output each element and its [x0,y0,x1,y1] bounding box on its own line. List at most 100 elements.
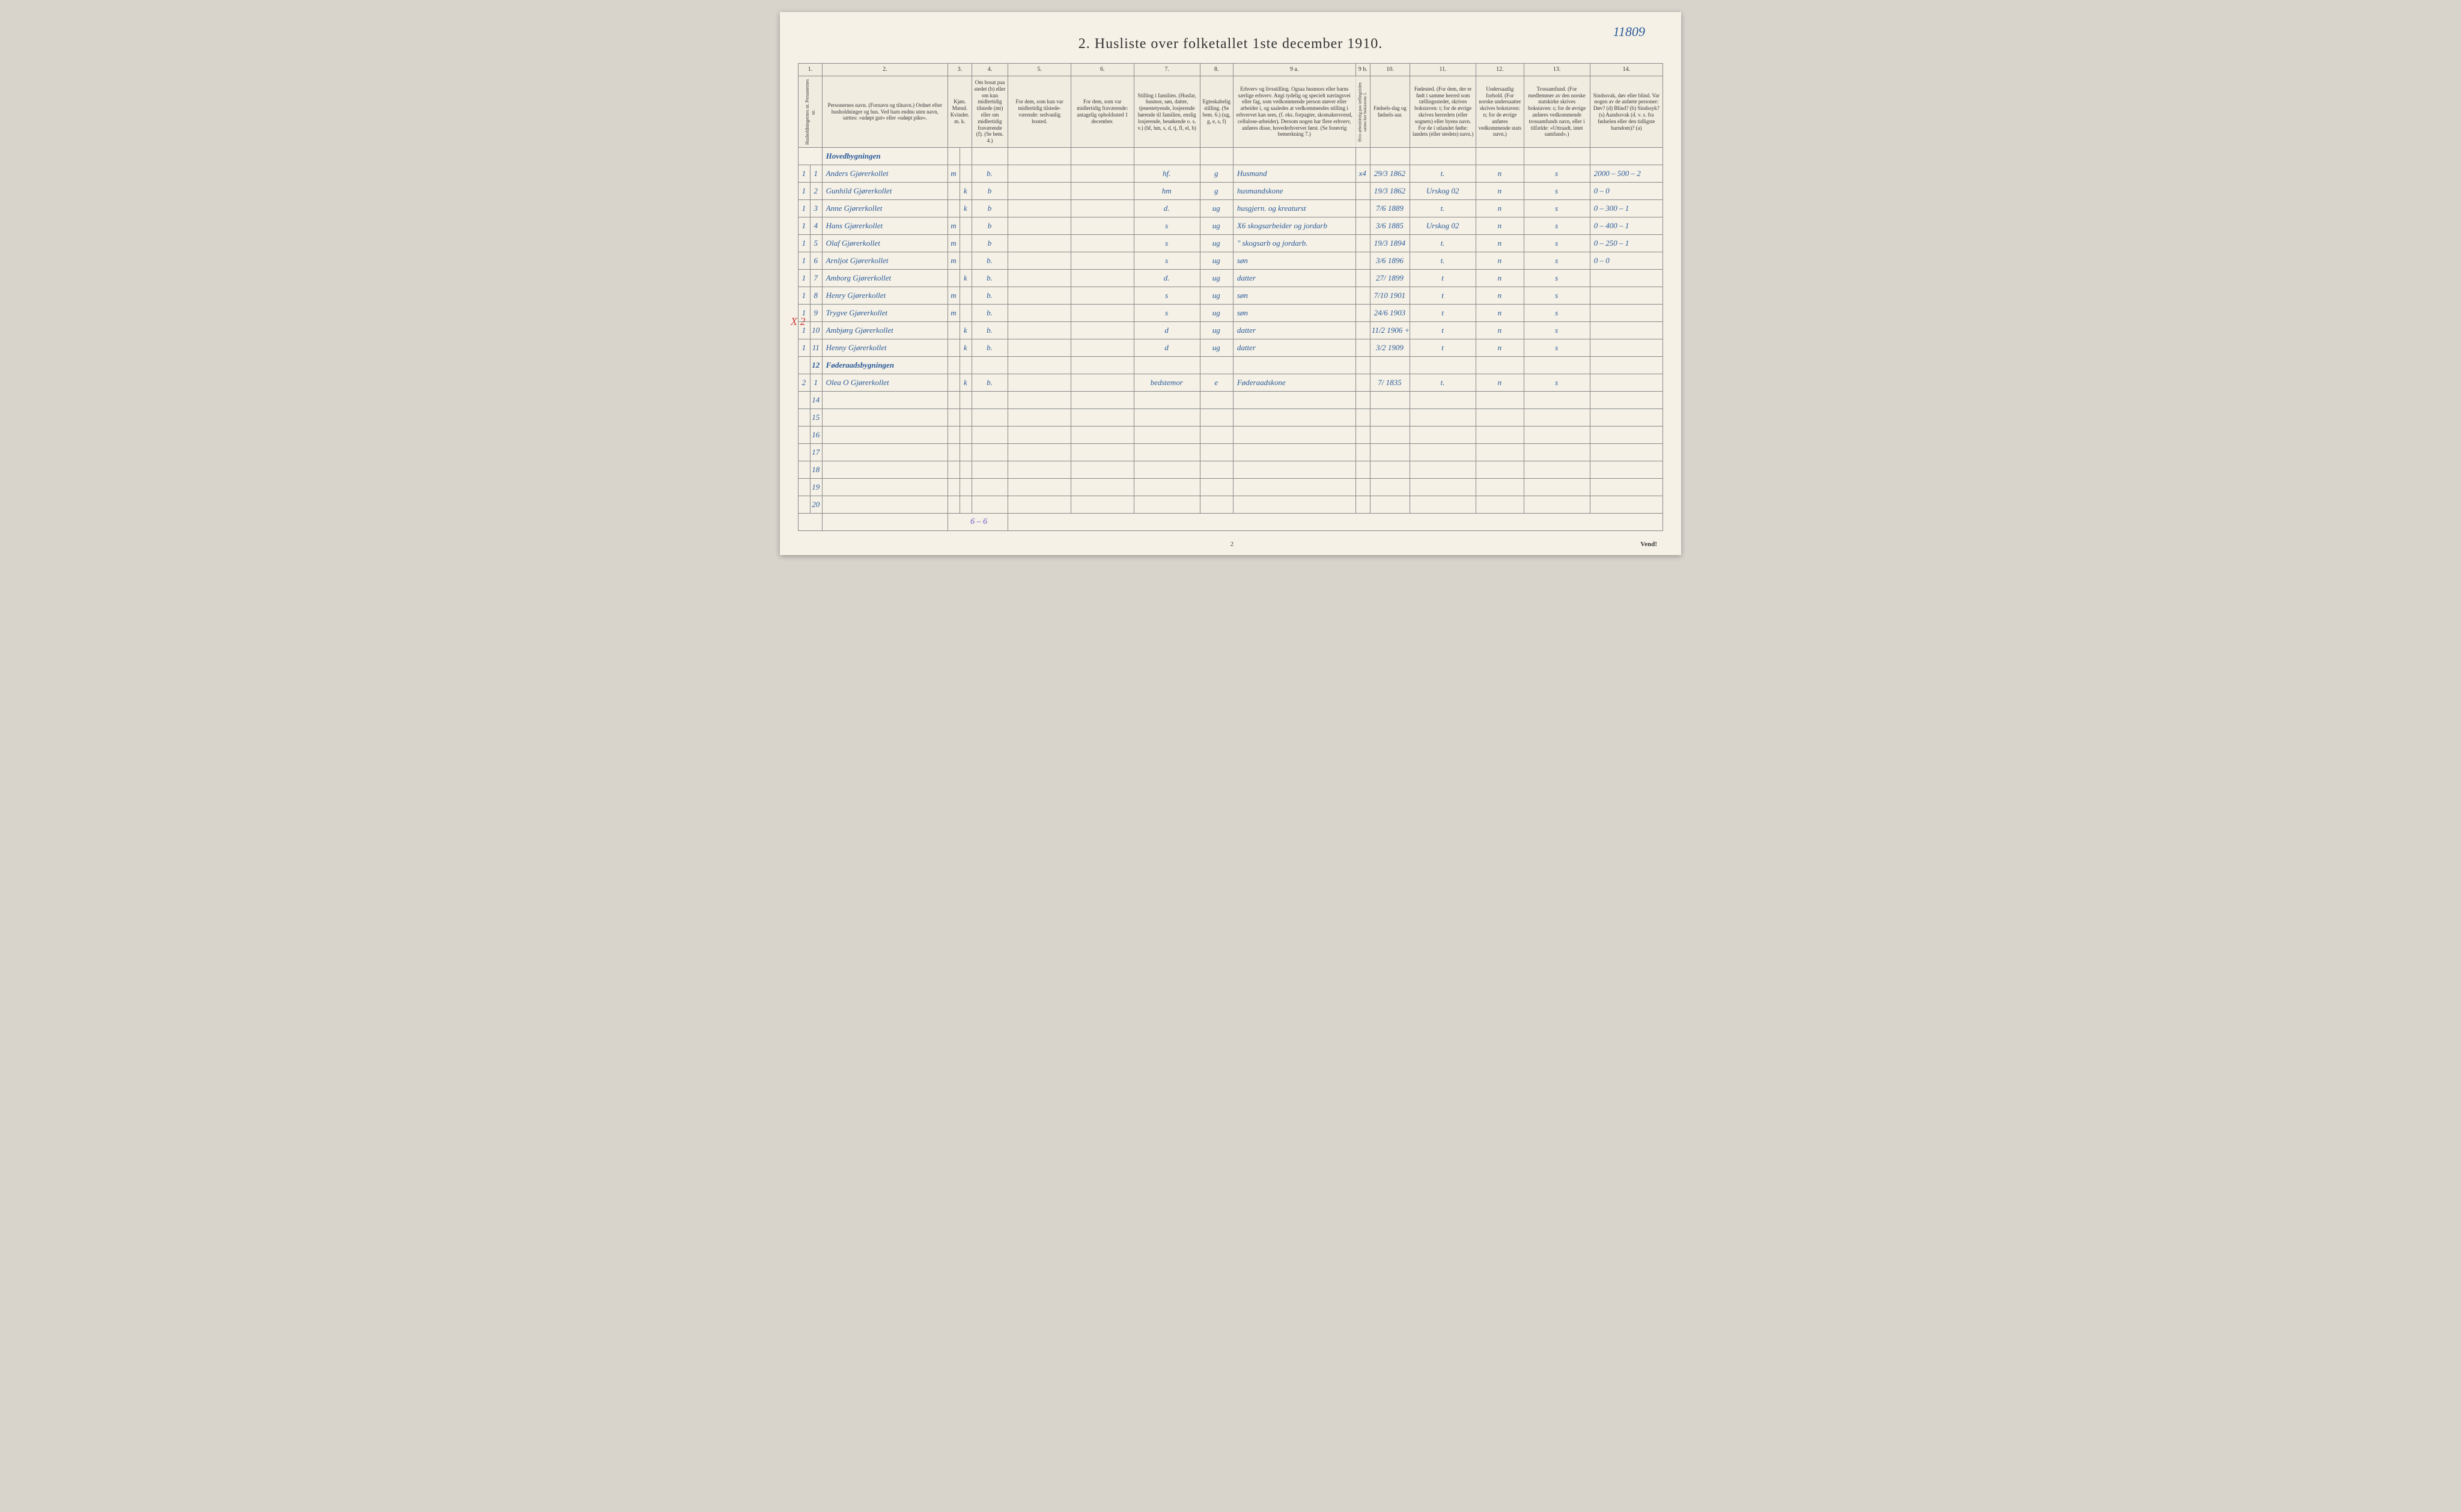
cell [1200,444,1233,461]
cell: Amborg Gjørerkollet [822,270,948,287]
cell: d [1134,322,1200,339]
cell: m [948,305,960,322]
cell: 0 – 250 – 1 [1590,235,1662,252]
cell [1200,496,1233,514]
cell [1071,444,1134,461]
cell: k [960,339,972,357]
cell [1008,357,1071,374]
cell: n [1476,200,1524,217]
cell [1355,339,1370,357]
cell [1071,322,1134,339]
table-row: 12Gunhild Gjørerkolletkbhmghusmandskone1… [799,183,1663,200]
cell [1233,357,1355,374]
cell [1200,148,1233,165]
cell: m [948,252,960,270]
cell: k [960,183,972,200]
cell: s [1524,305,1590,322]
cell: 19 [810,479,822,496]
cell [1590,287,1662,305]
cell [1355,374,1370,392]
cell: 1 [810,374,822,392]
cell [972,409,1008,427]
cell: " skogsarb og jordarb. [1233,235,1355,252]
cell [822,496,948,514]
cell: m [948,165,960,183]
cell: m [948,287,960,305]
cell [799,392,811,409]
cell: Gunhild Gjørerkollet [822,183,948,200]
cell: b [972,183,1008,200]
cell: b. [972,339,1008,357]
table-row: 17Amborg Gjørerkolletkb.d.ugdatter27/ 18… [799,270,1663,287]
cell: husmandskone [1233,183,1355,200]
cell: t. [1410,374,1476,392]
cell [948,392,960,409]
table-row: 6 – 6 [799,514,1663,531]
cell [948,496,960,514]
cell: datter [1233,270,1355,287]
cell: 15 [810,409,822,427]
cell: søn [1233,252,1355,270]
cell: t. [1410,165,1476,183]
cell: 27/ 1899 [1370,270,1410,287]
cell [960,461,972,479]
cell: t [1410,305,1476,322]
cell [960,427,972,444]
cell [1476,496,1524,514]
cell [1355,479,1370,496]
cell [972,444,1008,461]
cell [1410,392,1476,409]
cell [1134,427,1200,444]
cell: Hovedbygningen [822,148,948,165]
cell: n [1476,252,1524,270]
cell [948,339,960,357]
cell [1008,217,1071,235]
cell [1071,305,1134,322]
cell [1590,392,1662,409]
cell [1355,357,1370,374]
cell [1410,409,1476,427]
red-margin-mark: X 2 [791,315,806,328]
cell [1590,322,1662,339]
cell: t [1410,287,1476,305]
cell: 8 [810,287,822,305]
cell: 18 [810,461,822,479]
cell [1071,217,1134,235]
cell [1008,287,1071,305]
cell [1355,322,1370,339]
cell [948,461,960,479]
cell [1590,148,1662,165]
cell: Hans Gjørerkollet [822,217,948,235]
cell [1355,427,1370,444]
cell: t [1410,339,1476,357]
cell: 0 – 0 [1590,252,1662,270]
cell: 0 – 400 – 1 [1590,217,1662,235]
cell [1524,392,1590,409]
cell [1370,496,1410,514]
cell: 1 [799,200,811,217]
cell [1590,479,1662,496]
hdr-9a: Erhverv og livsstilling. Ogsaa husmors e… [1233,76,1355,148]
cell: b [972,200,1008,217]
cell [1370,479,1410,496]
hdr-6: For dem, som var midlertidig fraværende:… [1071,76,1134,148]
cell [1524,148,1590,165]
cell [972,148,1008,165]
cell [1476,392,1524,409]
cell [960,287,972,305]
cell [960,496,972,514]
page-title: 2. Husliste over folketallet 1ste decemb… [798,36,1663,52]
cell: 12 [810,357,822,374]
cell: b. [972,270,1008,287]
cell [799,357,811,374]
cell: 1 [799,339,811,357]
colnum-6: 6. [1071,64,1134,76]
cell: g [1200,165,1233,183]
cell [1355,252,1370,270]
cell: Føderaadsbygningen [822,357,948,374]
cell [1134,148,1200,165]
cell: k [960,270,972,287]
cell: 1 [799,287,811,305]
table-row: 14Hans GjørerkolletmbsugX6 skogsarbeider… [799,217,1663,235]
cell [948,148,960,165]
